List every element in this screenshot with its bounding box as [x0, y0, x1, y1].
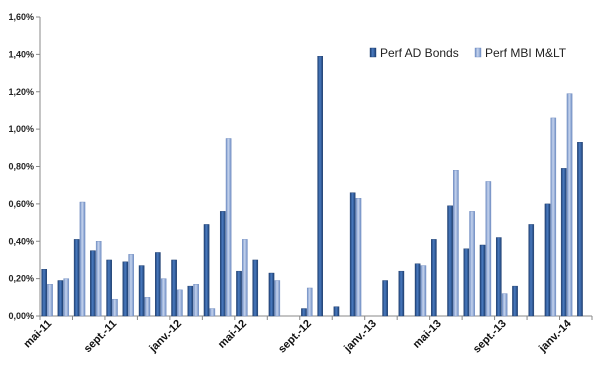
- y-tick-label: 0,60%: [8, 199, 34, 209]
- bar-perf-ad-bonds: [560, 168, 567, 317]
- x-tick-label: sept.-12: [276, 318, 314, 356]
- bar-perf-mbi-mlt: [128, 254, 134, 317]
- bar-perf-ad-bonds: [528, 224, 535, 317]
- bar-perf-mbi-mlt: [193, 284, 199, 317]
- bar-perf-ad-bonds: [268, 272, 275, 317]
- bar-perf-mbi-mlt: [144, 297, 151, 317]
- bar-perf-ad-bonds: [512, 285, 518, 317]
- bar-perf-mbi-mlt: [112, 298, 118, 317]
- x-tick-label: mai-13: [411, 318, 444, 351]
- y-tick-label: 0,80%: [8, 162, 34, 172]
- bar-perf-mbi-mlt: [242, 239, 248, 317]
- legend-label: Perf AD Bonds: [380, 46, 459, 60]
- bar-perf-mbi-mlt: [469, 211, 475, 317]
- x-tick-label: mai-11: [22, 318, 55, 351]
- x-tick-label: mai-12: [216, 318, 249, 351]
- bar-perf-ad-bonds: [544, 203, 551, 317]
- bar-perf-ad-bonds: [577, 142, 583, 317]
- bar-perf-mbi-mlt: [177, 289, 183, 317]
- bar-perf-ad-bonds: [138, 265, 145, 317]
- y-tick-label: 0,40%: [8, 236, 34, 246]
- bar-perf-ad-bonds: [236, 270, 242, 317]
- bar-perf-ad-bonds: [495, 237, 502, 317]
- x-tick-label: sept.-13: [471, 318, 509, 356]
- bar-perf-ad-bonds: [301, 308, 307, 317]
- bar-perf-ad-bonds: [41, 269, 47, 317]
- bar-perf-ad-bonds: [349, 192, 356, 317]
- bar-perf-mbi-mlt: [209, 308, 216, 317]
- bar-perf-ad-bonds: [219, 211, 226, 317]
- bar-perf-mbi-mlt: [566, 93, 573, 317]
- bar-perf-ad-bonds: [414, 263, 421, 317]
- bar-perf-mbi-mlt: [160, 278, 167, 317]
- bar-perf-mbi-mlt: [550, 117, 557, 317]
- bar-perf-ad-bonds: [252, 259, 259, 317]
- bar-perf-ad-bonds: [171, 259, 177, 317]
- bar-perf-ad-bonds: [317, 56, 324, 317]
- bar-perf-ad-bonds: [155, 252, 161, 317]
- y-tick-label: 1,40%: [8, 49, 34, 59]
- bar-perf-mbi-mlt: [47, 284, 53, 317]
- x-tick-label: janv.-13: [341, 318, 379, 356]
- y-tick-label: 1,00%: [8, 124, 34, 134]
- bar-perf-ad-bonds: [479, 244, 486, 317]
- bar-perf-ad-bonds: [106, 259, 112, 317]
- bar-perf-ad-bonds: [122, 261, 129, 317]
- x-tick-label: sept.-11: [82, 318, 119, 355]
- bar-perf-mbi-mlt: [225, 138, 232, 317]
- bar-perf-ad-bonds: [57, 280, 64, 317]
- bar-perf-mbi-mlt: [79, 201, 86, 317]
- y-tick-label: 1,60%: [8, 12, 34, 22]
- bar-perf-ad-bonds: [73, 239, 80, 317]
- x-tick-label: janv.-12: [147, 318, 185, 356]
- bar-perf-ad-bonds: [398, 270, 405, 317]
- x-tick-label: janv.-14: [536, 317, 574, 355]
- bar-perf-mbi-mlt: [274, 280, 281, 317]
- y-tick-label: 0,00%: [8, 311, 34, 321]
- bar-perf-mbi-mlt: [95, 241, 102, 317]
- bar-perf-ad-bonds: [333, 306, 340, 317]
- y-tick-label: 0,20%: [8, 274, 34, 284]
- bar-perf-ad-bonds: [447, 205, 453, 317]
- y-tick-label: 1,20%: [8, 87, 34, 97]
- bar-perf-ad-bonds: [463, 248, 470, 317]
- bar-perf-mbi-mlt: [485, 181, 492, 317]
- bar-perf-mbi-mlt: [453, 170, 459, 317]
- legend-swatch: [369, 47, 377, 58]
- bar-perf-ad-bonds: [431, 239, 437, 317]
- bar-perf-ad-bonds: [90, 250, 96, 317]
- bars: [41, 56, 583, 317]
- legend-label: Perf MBI M&LT: [485, 46, 567, 60]
- legend-swatch: [474, 47, 482, 58]
- bar-perf-ad-bonds: [203, 224, 210, 317]
- bar-perf-mbi-mlt: [306, 287, 313, 317]
- bar-perf-mbi-mlt: [420, 265, 427, 317]
- bar-perf-ad-bonds: [187, 285, 194, 317]
- bar-perf-mbi-mlt: [501, 293, 508, 317]
- bar-perf-ad-bonds: [382, 280, 388, 317]
- bar-perf-mbi-mlt: [355, 198, 362, 317]
- legend: Perf AD Bonds Perf MBI M&LT: [369, 46, 567, 60]
- bar-perf-mbi-mlt: [63, 278, 70, 317]
